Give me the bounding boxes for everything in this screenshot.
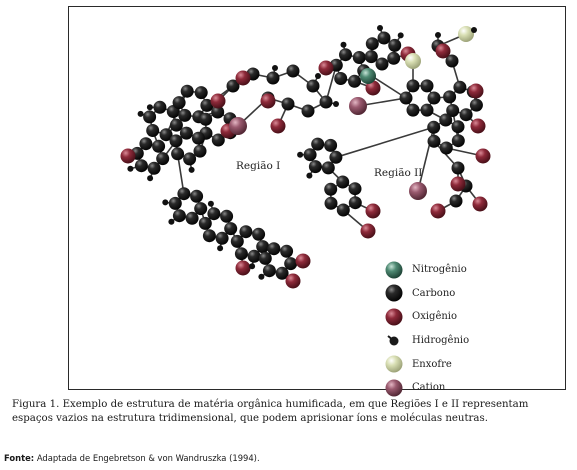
legend-label: Carbono	[412, 287, 456, 299]
atom-hydrogen-icon	[387, 334, 399, 346]
atom-sulfur-icon	[385, 355, 403, 373]
caption-label: Figura 1.	[12, 399, 60, 410]
source-label: Fonte:	[4, 453, 35, 463]
region-ii-label: Região II	[374, 167, 423, 179]
atom-nitrogen-icon	[385, 261, 403, 279]
legend-label: Enxofre	[412, 358, 452, 370]
legend-label: Nitrogênio	[412, 264, 467, 276]
legend-item: Carbono	[384, 282, 534, 306]
region-i-label: Região I	[236, 160, 281, 172]
legend-label: Cation	[412, 382, 446, 394]
atom-cation-icon	[385, 379, 403, 397]
source-text: Adaptada de Engebretson & von Wandruszka…	[36, 453, 260, 463]
legend-item: Cation	[384, 376, 534, 400]
figure-source: Fonte: Adaptada de Engebretson & von Wan…	[4, 453, 564, 463]
legend-item: Oxigênio	[384, 305, 534, 329]
figure-caption: Figura 1. Exemplo de estrutura de matéri…	[12, 398, 572, 425]
legend-label: Oxigênio	[412, 311, 458, 323]
legend-item: Nitrogênio	[384, 258, 534, 282]
molecular-structure-diagram	[120, 25, 491, 289]
caption-text: Exemplo de estrutura de matéria orgânica…	[12, 399, 529, 424]
atom-legend: Nitrogênio Carbono Oxigênio Hidrogênio Enxof…	[384, 258, 534, 400]
atom-oxygen-icon	[385, 308, 403, 326]
atom-carbon-icon	[385, 284, 403, 302]
legend-item: Hidrogênio	[384, 329, 534, 353]
molecular-atoms	[120, 25, 491, 289]
legend-item: Enxofre	[384, 352, 534, 376]
legend-label: Hidrogênio	[412, 335, 470, 347]
